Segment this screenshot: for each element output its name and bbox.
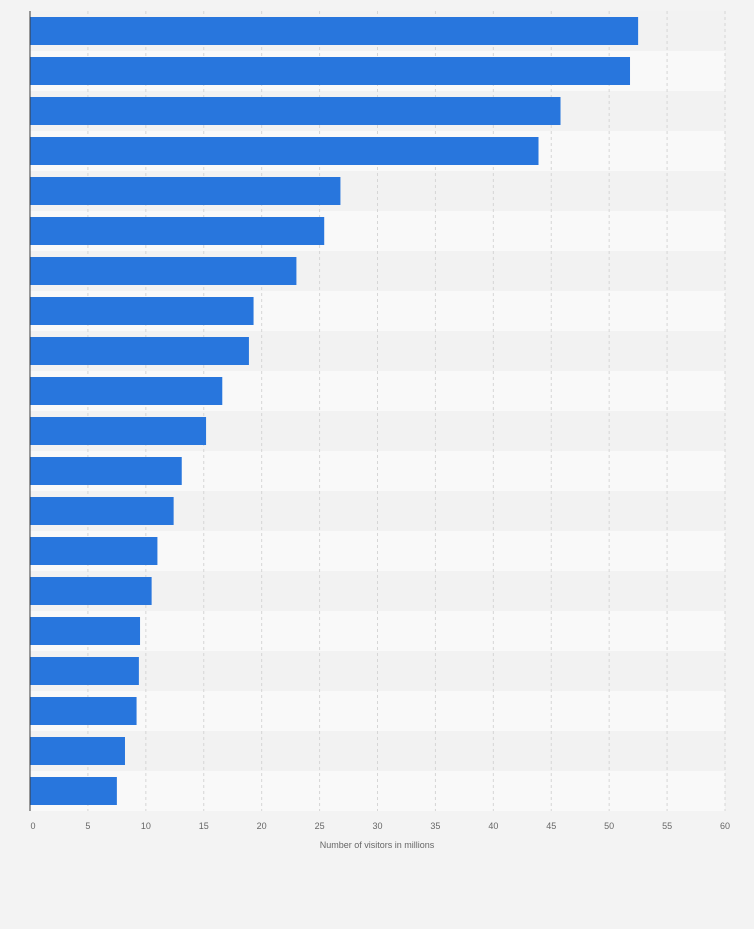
bar[interactable] (30, 377, 223, 405)
bar[interactable] (30, 697, 137, 725)
x-tick-labels: 0 5 10 15 20 25 30 35 40 45 50 55 60 (30, 821, 730, 831)
x-tick-label: 15 (199, 821, 209, 831)
bar[interactable] (30, 297, 254, 325)
x-tick-label: 20 (257, 821, 267, 831)
x-tick-label: 5 (85, 821, 90, 831)
bar[interactable] (30, 97, 561, 125)
x-tick-label: 40 (488, 821, 498, 831)
bar[interactable] (30, 537, 158, 565)
x-tick-label: 0 (30, 821, 35, 831)
bar[interactable] (30, 257, 297, 285)
bar[interactable] (30, 177, 341, 205)
x-tick-label: 30 (372, 821, 382, 831)
x-tick-label: 55 (662, 821, 672, 831)
bar[interactable] (30, 737, 125, 765)
bar[interactable] (30, 17, 639, 45)
x-axis-title: Number of visitors in millions (320, 840, 435, 850)
bar[interactable] (30, 137, 539, 165)
bar[interactable] (30, 457, 182, 485)
bar[interactable] (30, 57, 631, 85)
x-tick-label: 50 (604, 821, 614, 831)
bar[interactable] (30, 577, 152, 605)
bar[interactable] (30, 617, 141, 645)
bar[interactable] (30, 217, 325, 245)
x-tick-label: 10 (141, 821, 151, 831)
x-tick-label: 25 (315, 821, 325, 831)
x-tick-label: 35 (430, 821, 440, 831)
x-tick-label: 45 (546, 821, 556, 831)
bar[interactable] (30, 337, 249, 365)
x-tick-label: 60 (720, 821, 730, 831)
bar[interactable] (30, 497, 174, 525)
bar[interactable] (30, 657, 139, 685)
bar[interactable] (30, 417, 207, 445)
bar[interactable] (30, 777, 117, 805)
bars (30, 17, 639, 805)
